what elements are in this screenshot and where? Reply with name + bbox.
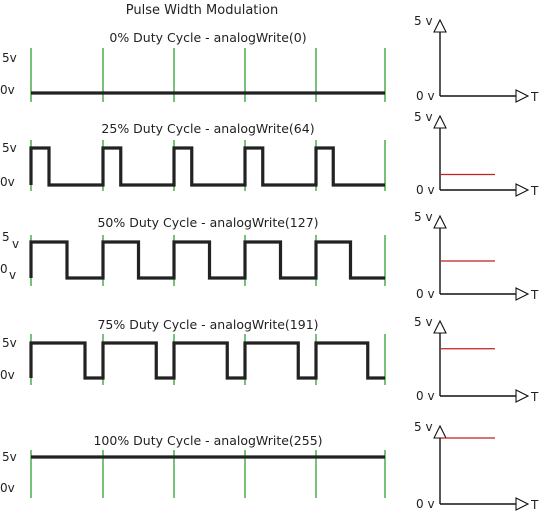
voltage-axis-arrow [433, 214, 447, 229]
time-axis-arrow [515, 389, 530, 403]
high-voltage-label: 5 [2, 230, 10, 244]
axis-zero-label: 0 v [416, 497, 435, 511]
axis-max-voltage-label: 5 v [414, 210, 433, 224]
axis-max-voltage-label: 5 v [414, 110, 433, 124]
high-voltage-label-unit: v [12, 237, 19, 251]
axis-max-voltage-label: 5 v [414, 315, 433, 329]
average-voltage-panel: 5 v 0 v T [414, 110, 539, 198]
high-voltage-label: 5v [2, 141, 17, 155]
pwm-waveform [29, 341, 385, 380]
axis-zero-label: 0 v [416, 89, 435, 103]
low-voltage-label: 0v [0, 175, 15, 189]
voltage-axis-arrow [433, 114, 447, 129]
average-voltage-panels: 5 v 0 v T 5 v 0 v T 5 v 0 v T 5 v 0 v T 5 v 0 v T [414, 14, 539, 512]
waveform-panel: 50% Duty Cycle - analogWrite(127)5 v0 v [0, 215, 386, 286]
panel-label: 50% Duty Cycle - analogWrite(127) [97, 215, 318, 230]
low-voltage-label: 0v [0, 83, 15, 97]
high-voltage-label: 5v [2, 450, 17, 464]
axis-zero-label: 0 v [416, 287, 435, 301]
average-voltage-panel: 5 v 0 v T [414, 14, 539, 104]
low-voltage-label-unit: v [9, 268, 16, 282]
axis-zero-label: 0 v [416, 389, 435, 403]
time-axis-arrow [515, 183, 530, 197]
voltage-axis-arrow [433, 424, 447, 439]
axis-time-label: T [530, 498, 539, 512]
axis-time-label: T [530, 288, 539, 302]
pwm-waveform [29, 240, 385, 280]
panel-label: 100% Duty Cycle - analogWrite(255) [93, 433, 322, 448]
average-voltage-panel: 5 v 0 v T [414, 315, 539, 404]
average-voltage-panel: 5 v 0 v T [414, 420, 539, 512]
waveform-panel: 0% Duty Cycle - analogWrite(0) 5v 0v [0, 30, 386, 102]
waveform-panel: 100% Duty Cycle - analogWrite(255) 5v 0v [0, 433, 386, 498]
time-axis-arrow [515, 497, 530, 511]
voltage-axis-arrow [433, 18, 447, 33]
time-axis-arrow [515, 287, 530, 301]
time-axis-arrow [515, 89, 530, 103]
high-voltage-label: 5v [2, 51, 17, 65]
voltage-axis-arrow [433, 319, 447, 334]
high-voltage-label: 5v [2, 336, 17, 350]
panel-label: 75% Duty Cycle - analogWrite(191) [97, 317, 318, 332]
axis-max-voltage-label: 5 v [414, 420, 433, 434]
pwm-waveform [29, 146, 385, 187]
axis-time-label: T [530, 90, 539, 104]
average-voltage-panel: 5 v 0 v T [414, 210, 539, 302]
axis-zero-label: 0 v [416, 183, 435, 197]
diagram-title: Pulse Width Modulation [126, 3, 278, 18]
waveform-panel: 75% Duty Cycle - analogWrite(191) 5v 0v [0, 317, 386, 385]
axis-max-voltage-label: 5 v [414, 14, 433, 28]
panel-label: 0% Duty Cycle - analogWrite(0) [109, 30, 306, 45]
low-voltage-label: 0v [0, 368, 15, 382]
low-voltage-label: 0 [0, 262, 8, 276]
low-voltage-label: 0v [0, 481, 15, 495]
panel-label: 25% Duty Cycle - analogWrite(64) [101, 121, 314, 136]
axis-time-label: T [530, 184, 539, 198]
waveform-panel: 25% Duty Cycle - analogWrite(64) 5v 0v [0, 121, 386, 191]
axis-time-label: T [530, 390, 539, 404]
